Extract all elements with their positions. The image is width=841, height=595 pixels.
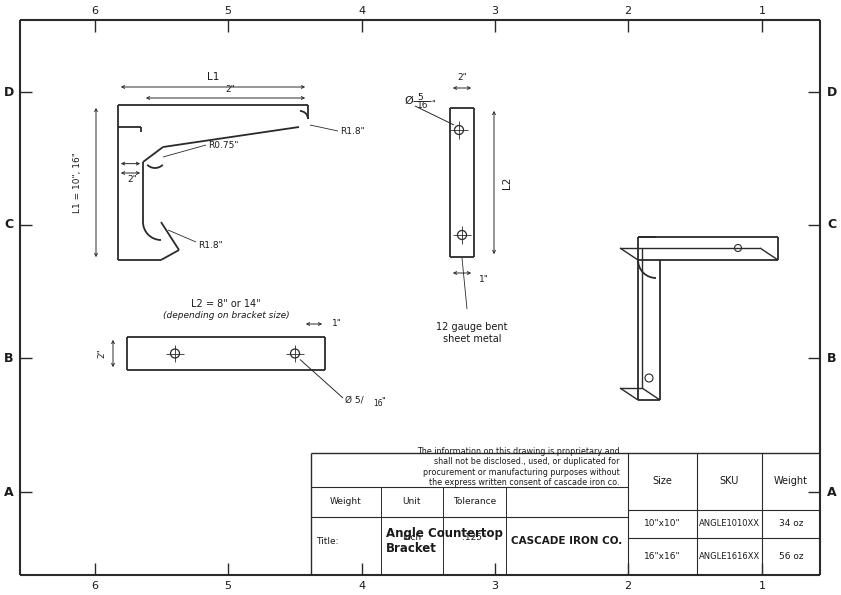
Text: D: D: [4, 86, 14, 99]
Text: 3: 3: [491, 581, 499, 591]
Text: 34 oz: 34 oz: [779, 519, 803, 528]
Text: L1: L1: [207, 72, 220, 82]
Text: 6: 6: [92, 581, 98, 591]
Text: 1": 1": [479, 274, 489, 283]
Text: 16"x16": 16"x16": [644, 552, 681, 561]
Text: C: C: [828, 218, 837, 231]
Text: 1: 1: [759, 6, 765, 16]
Text: 12 gauge bent
sheet metal: 12 gauge bent sheet metal: [436, 322, 508, 343]
Text: 10"x10": 10"x10": [644, 519, 681, 528]
Text: Ø: Ø: [405, 96, 413, 106]
Text: Title:: Title:: [316, 537, 338, 546]
Text: B: B: [828, 352, 837, 365]
Text: CASCADE IRON CO.: CASCADE IRON CO.: [511, 536, 622, 546]
Text: A: A: [828, 486, 837, 499]
Text: .125": .125": [463, 534, 487, 543]
Text: 2": 2": [98, 349, 107, 358]
Text: L2 = 8" or 14": L2 = 8" or 14": [191, 299, 261, 309]
Text: 4: 4: [358, 581, 366, 591]
Text: ": ": [381, 396, 384, 406]
Text: Angle Countertop
Bracket: Angle Countertop Bracket: [386, 527, 503, 555]
Text: 2": 2": [225, 84, 235, 93]
Text: SKU: SKU: [720, 477, 739, 487]
Text: (depending on bracket size): (depending on bracket size): [162, 312, 289, 321]
Text: 2": 2": [128, 176, 137, 184]
Text: R1.8": R1.8": [340, 127, 365, 136]
Text: Weight: Weight: [774, 477, 808, 487]
Text: Size: Size: [653, 477, 673, 487]
Text: Tolerance: Tolerance: [452, 497, 496, 506]
Text: 2": 2": [458, 74, 467, 83]
Text: 56 oz: 56 oz: [779, 552, 803, 561]
Text: 5: 5: [417, 92, 423, 102]
Text: The information on this drawing is proprietary and
shall not be disclosed., used: The information on this drawing is propr…: [417, 447, 620, 487]
Text: 2: 2: [624, 6, 632, 16]
Text: 1": 1": [332, 320, 342, 328]
Text: 16: 16: [373, 399, 383, 408]
Text: L2: L2: [502, 176, 512, 189]
Text: 3: 3: [491, 6, 499, 16]
Text: B: B: [4, 352, 13, 365]
Text: Weight: Weight: [331, 497, 362, 506]
Text: 2: 2: [624, 581, 632, 591]
Text: 1: 1: [759, 581, 765, 591]
Text: Unit: Unit: [403, 497, 421, 506]
Text: R0.75": R0.75": [208, 140, 239, 149]
Text: R1.8": R1.8": [198, 240, 223, 249]
Text: 16: 16: [417, 101, 429, 109]
Text: C: C: [4, 218, 13, 231]
Text: ": ": [431, 99, 435, 108]
Text: 5: 5: [225, 6, 231, 16]
Text: 6: 6: [92, 6, 98, 16]
Text: 5: 5: [225, 581, 231, 591]
Text: Ø 5/: Ø 5/: [345, 396, 363, 405]
Text: L1 = 10", 16": L1 = 10", 16": [73, 152, 82, 213]
Text: inch: inch: [403, 534, 421, 543]
Text: D: D: [827, 86, 837, 99]
Text: ANGLE1010XX: ANGLE1010XX: [699, 519, 760, 528]
Text: A: A: [4, 486, 13, 499]
Text: 4: 4: [358, 6, 366, 16]
Text: ANGLE1616XX: ANGLE1616XX: [699, 552, 760, 561]
